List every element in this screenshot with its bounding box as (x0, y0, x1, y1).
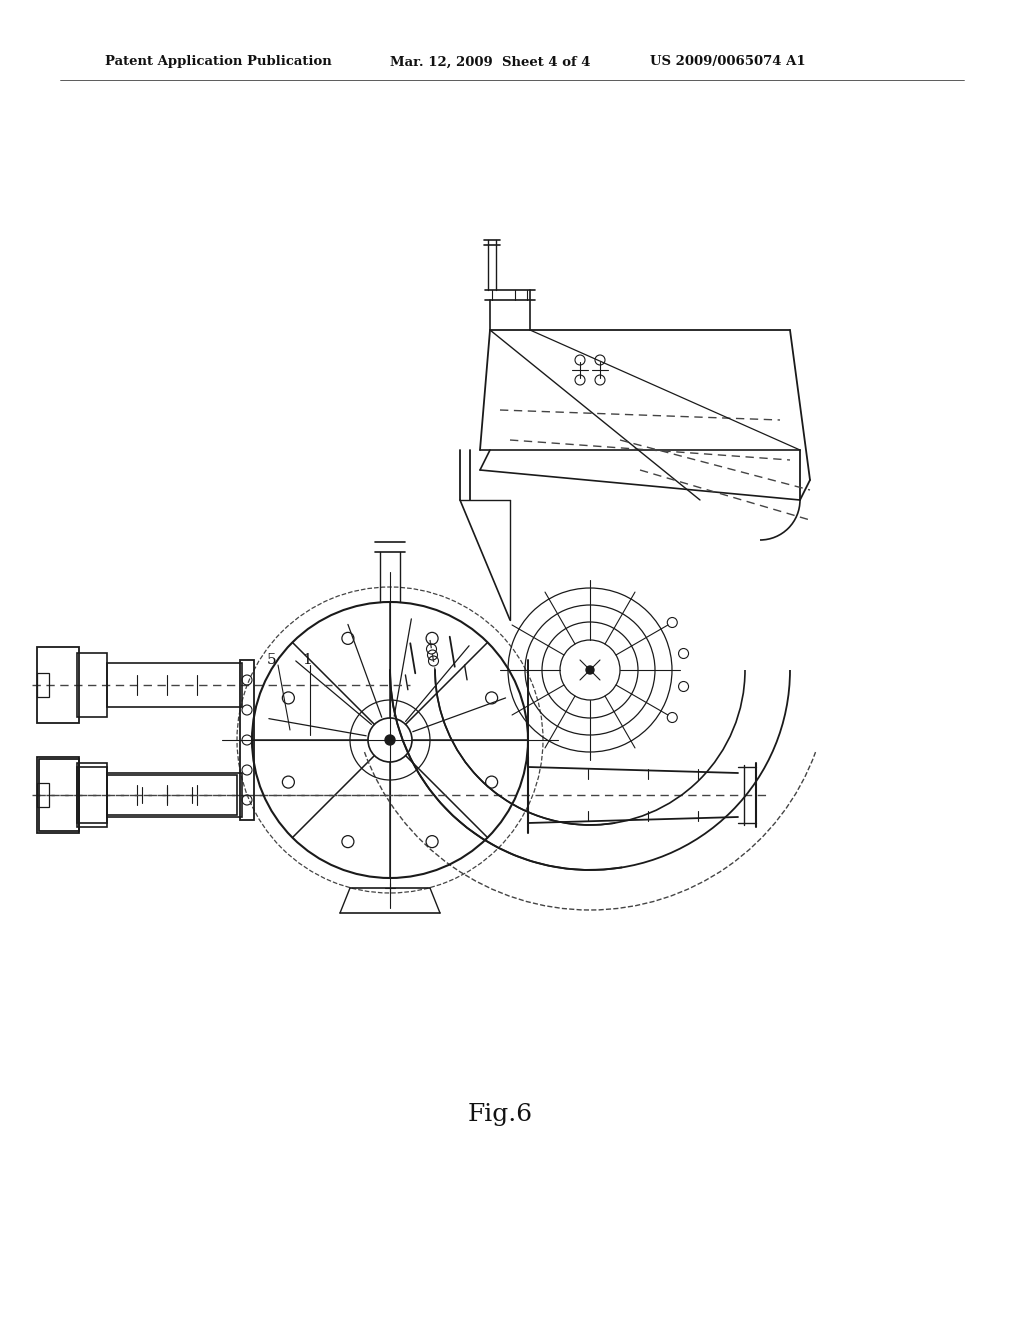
Text: US 2009/0065074 A1: US 2009/0065074 A1 (650, 55, 806, 69)
Bar (106, 775, 237, 814)
Bar (39, 759, 79, 832)
Text: 1: 1 (302, 653, 312, 667)
Bar (240, 660, 254, 820)
Bar (106, 774, 242, 817)
Text: Patent Application Publication: Patent Application Publication (105, 55, 332, 69)
Text: Mar. 12, 2009  Sheet 4 of 4: Mar. 12, 2009 Sheet 4 of 4 (390, 55, 591, 69)
Circle shape (586, 667, 594, 675)
Bar (77, 763, 106, 828)
Bar (37, 673, 49, 697)
Circle shape (385, 735, 395, 744)
Bar (37, 756, 79, 833)
Bar (37, 647, 79, 723)
Bar (37, 783, 49, 807)
Bar (77, 767, 106, 822)
Text: Fig.6: Fig.6 (467, 1104, 532, 1126)
Bar (77, 653, 106, 717)
Bar (106, 663, 242, 708)
Text: 5: 5 (267, 653, 276, 667)
